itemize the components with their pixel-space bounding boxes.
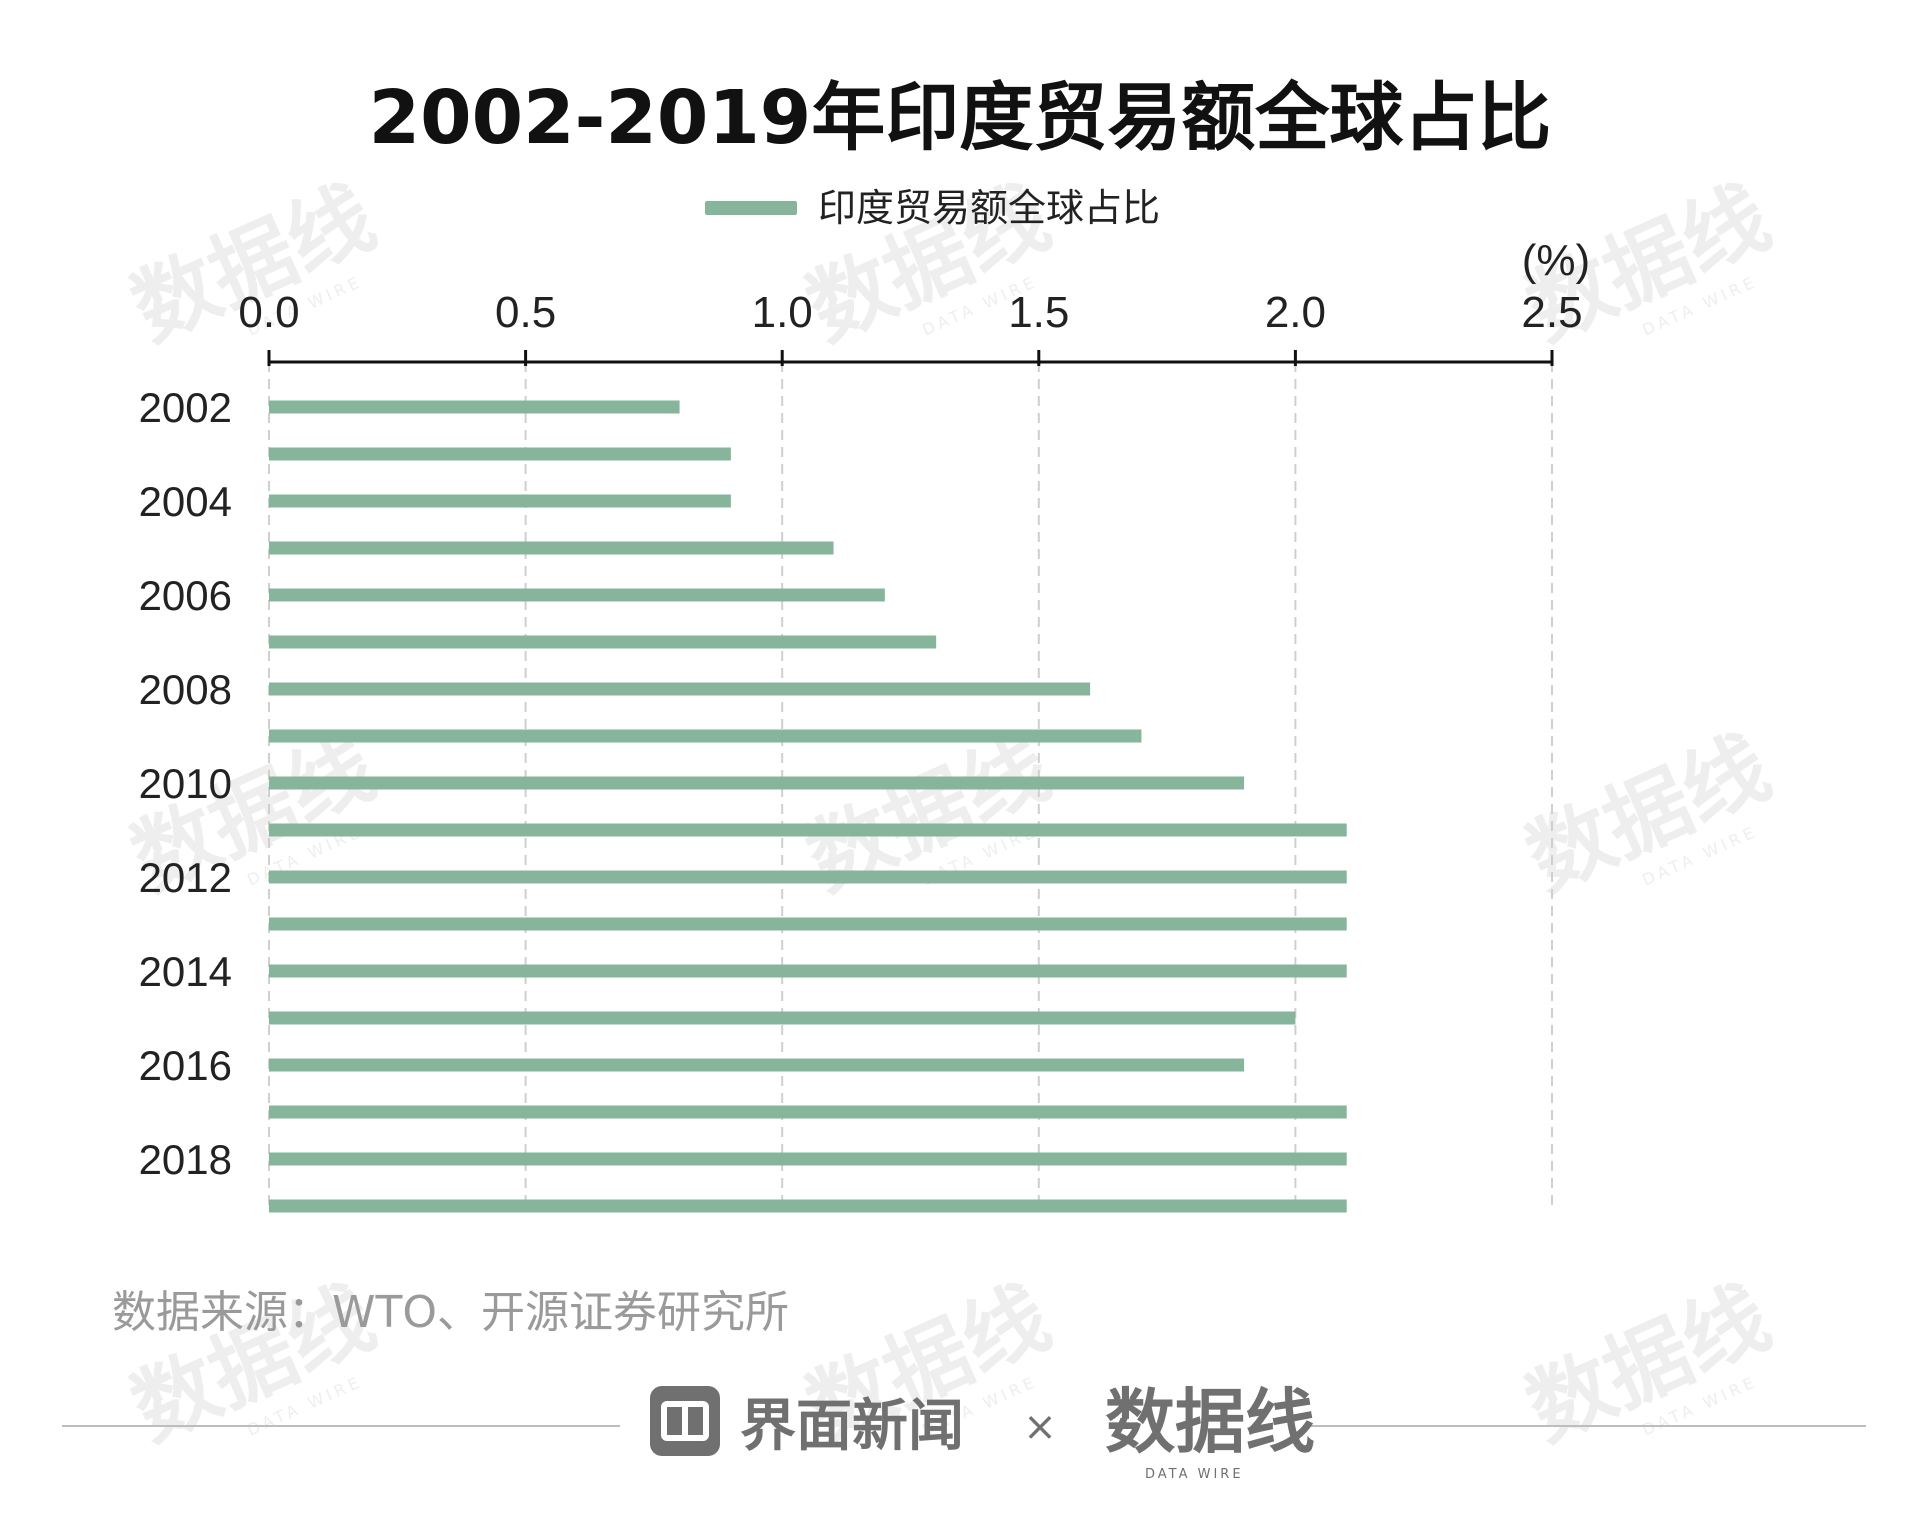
y-tick-label: 2012 <box>139 854 232 901</box>
bar-2008 <box>269 682 1091 696</box>
x-tick-label: 0.0 <box>238 288 299 337</box>
partner-logo: 数据线 <box>1105 1381 1315 1463</box>
source-note: 数据来源：WTO、开源证券研究所 <box>112 1287 789 1338</box>
jiemian-logo-icon <box>650 1386 720 1456</box>
legend-label: 印度贸易额全球占比 <box>818 186 1160 230</box>
bar-2017 <box>269 1105 1347 1119</box>
bar-2006 <box>269 588 885 602</box>
bar-2018 <box>269 1152 1347 1166</box>
y-tick-label: 2004 <box>139 478 232 525</box>
bar-2013 <box>269 917 1347 931</box>
bar-2014 <box>269 964 1347 978</box>
partner-logo-sub: DATA WIRE <box>1145 1467 1244 1482</box>
bar-2015 <box>269 1011 1296 1025</box>
bar-2004 <box>269 494 731 508</box>
x-tick-label: 0.5 <box>495 288 556 337</box>
y-tick-label: 2014 <box>139 948 232 995</box>
bar-2012 <box>269 870 1347 884</box>
y-tick-label: 2006 <box>139 572 232 619</box>
bar-2010 <box>269 776 1245 790</box>
bar-2005 <box>269 541 834 555</box>
brand-name: 界面新闻 <box>740 1394 964 1459</box>
x-tick-label: 1.5 <box>1008 288 1069 337</box>
bar-2011 <box>269 823 1347 837</box>
bar-2016 <box>269 1058 1245 1072</box>
x-tick-label: 2.0 <box>1265 288 1326 337</box>
y-tick-label: 2018 <box>139 1136 232 1183</box>
y-tick-label: 2010 <box>139 760 232 807</box>
times-sign: × <box>1023 1404 1057 1450</box>
bar-2007 <box>269 635 937 649</box>
footer: 界面新闻 × 数据线 DATA WIRE <box>62 1381 1866 1482</box>
y-tick-label: 2016 <box>139 1042 232 1089</box>
bars <box>269 400 1347 1213</box>
x-tick-label: 1.0 <box>752 288 813 337</box>
x-tick-label: 2.5 <box>1521 288 1582 337</box>
y-tick-label: 2008 <box>139 666 232 713</box>
x-axis: 0.0 0.5 1.0 1.5 2.0 2.5 <box>238 288 1583 366</box>
unit-label: (%) <box>1522 236 1590 285</box>
y-axis-labels: 2002 2004 2006 2008 2010 2012 2014 2016 2018 <box>139 384 232 1183</box>
legend: 印度贸易额全球占比 <box>705 186 1160 230</box>
bar-2009 <box>269 729 1142 743</box>
chart-title: 2002-2019年印度贸易额全球占比 <box>369 75 1552 161</box>
y-tick-label: 2002 <box>139 384 232 431</box>
bar-2003 <box>269 447 731 461</box>
bar-2002 <box>269 400 680 414</box>
bar-2019 <box>269 1199 1347 1213</box>
legend-swatch <box>705 201 797 215</box>
